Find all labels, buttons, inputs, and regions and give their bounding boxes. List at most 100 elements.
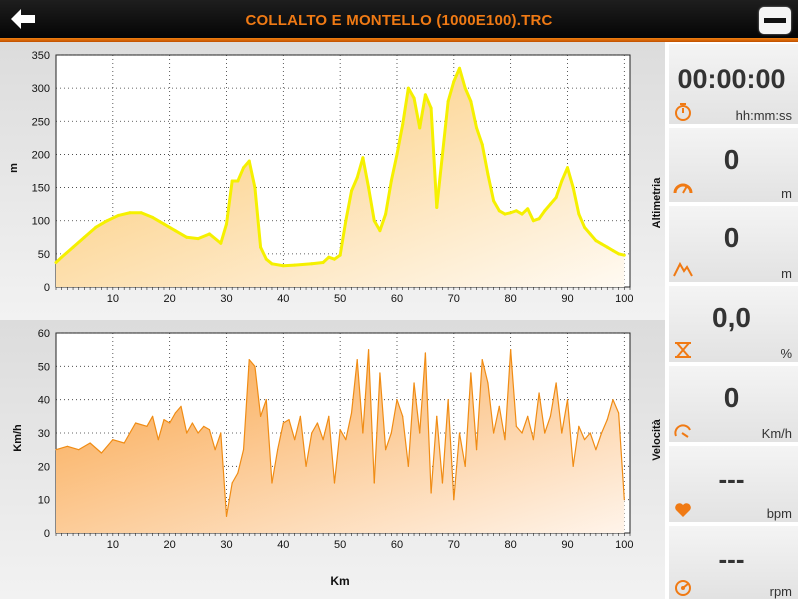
series-line-segment (571, 186, 581, 216)
distance-value: 0 (723, 144, 740, 175)
minus-icon (764, 18, 786, 23)
series-line-segment (305, 432, 313, 467)
x-tick-label: 20 (164, 293, 176, 305)
title-bar-accent (0, 38, 798, 42)
series-line-segment (345, 412, 353, 441)
series-line-segment (475, 359, 483, 451)
series-line-segment (333, 429, 341, 484)
speedometer-icon (674, 424, 691, 438)
series-line-segment (259, 399, 267, 417)
series-line-segment (395, 123, 405, 156)
series-line-segment (288, 419, 296, 441)
series-line-segment (310, 260, 325, 266)
chart-area: 0 50 100 150 200 250 300 350 10 20 30 40 50 60 70 80 90 1… (0, 42, 665, 599)
speed-stat: 0 Km/h (669, 366, 798, 442)
series-line-segment (418, 93, 427, 130)
series-line-segment (316, 422, 324, 441)
cadence-unit: rpm (769, 584, 792, 599)
series-line-segment (441, 399, 449, 484)
stopwatch-icon (675, 103, 691, 121)
series-line-segment (578, 425, 586, 441)
series-line-segment (423, 93, 433, 110)
series-line-segment (526, 207, 535, 223)
cadence-icon (675, 580, 691, 596)
series-line-segment (339, 429, 347, 441)
series-line-segment (224, 179, 234, 226)
y-tick-label: 300 (32, 83, 50, 95)
y-tick-label: 30 (38, 428, 50, 440)
speed-x-label: Km (330, 574, 350, 588)
series-line-segment (419, 352, 427, 434)
series-line-segment (362, 349, 370, 434)
series-line-segment (389, 152, 399, 183)
x-tick-label: 10 (107, 293, 119, 305)
series-line-segment (173, 229, 189, 239)
y-tick-label: 200 (32, 149, 50, 161)
series-line-segment (463, 86, 473, 103)
slope-value: 0,0 (712, 302, 751, 333)
series-line-segment (89, 442, 103, 454)
series-line-segment (606, 399, 614, 421)
series-line-segment (259, 245, 268, 261)
series-line-segment (566, 399, 574, 467)
series-line-segment (123, 422, 137, 444)
y-tick-label: 40 (38, 395, 50, 407)
x-tick-label: 30 (220, 293, 232, 305)
series-line-segment (281, 263, 297, 268)
series-line-segment (350, 359, 358, 414)
series-line-segment (412, 96, 422, 130)
x-tick-label: 60 (391, 293, 403, 305)
x-tick-label: 100 (615, 539, 633, 551)
series-line-segment (253, 186, 263, 249)
speed-unit: Km/h (761, 426, 792, 441)
y-tick-label: 0 (44, 282, 50, 294)
x-tick-label: 60 (391, 539, 403, 551)
slope-unit: % (780, 346, 792, 361)
series-line-segment (294, 415, 301, 441)
series-line-segment (254, 365, 262, 417)
series-line-segment (446, 80, 456, 103)
heart-rate-unit: bpm (766, 506, 792, 521)
series-line-segment (470, 372, 478, 451)
menu-button[interactable] (759, 7, 791, 34)
series-line-segment (191, 422, 199, 434)
series-area (56, 68, 625, 287)
series-line-segment (338, 219, 348, 257)
altitude-value: 0 (723, 222, 740, 253)
x-tick-label: 50 (334, 293, 346, 305)
series-line-segment (544, 415, 552, 434)
series-line-segment (214, 432, 222, 451)
heart-rate-stat: --- bpm (669, 446, 798, 522)
series-line-segment (169, 412, 176, 424)
page-title: COLLALTO E MONTELLO (1000E100).TRC (245, 12, 553, 29)
series-line-segment (379, 372, 387, 451)
series-line-segment (436, 415, 444, 484)
series-area (56, 349, 625, 533)
mountain-icon (673, 261, 693, 277)
series-line-segment (486, 172, 496, 203)
y-tick-label: 350 (32, 50, 50, 62)
series-line-segment (152, 415, 159, 441)
series-line-segment (498, 405, 506, 441)
series-line-segment (367, 186, 376, 223)
series-line-segment (185, 235, 200, 241)
series-line-segment (157, 419, 165, 441)
series-line-segment (247, 159, 257, 190)
series-line-segment (361, 156, 371, 190)
series-line-segment (452, 66, 462, 84)
series-line-segment (203, 425, 211, 431)
series-line-segment (270, 262, 285, 268)
x-tick-label: 90 (561, 293, 573, 305)
back-button[interactable] (8, 6, 38, 32)
series-line-segment (561, 399, 569, 434)
series-line-segment (565, 166, 575, 190)
series-line-segment (220, 432, 228, 517)
series-line-segment (282, 419, 290, 424)
series-line-segment (163, 419, 171, 424)
series-line-segment (55, 445, 68, 451)
series-line-segment (435, 152, 444, 209)
series-line-segment (134, 422, 148, 427)
odometer-icon (673, 183, 693, 194)
x-tick-label: 70 (448, 539, 460, 551)
series-line-segment (577, 212, 587, 229)
